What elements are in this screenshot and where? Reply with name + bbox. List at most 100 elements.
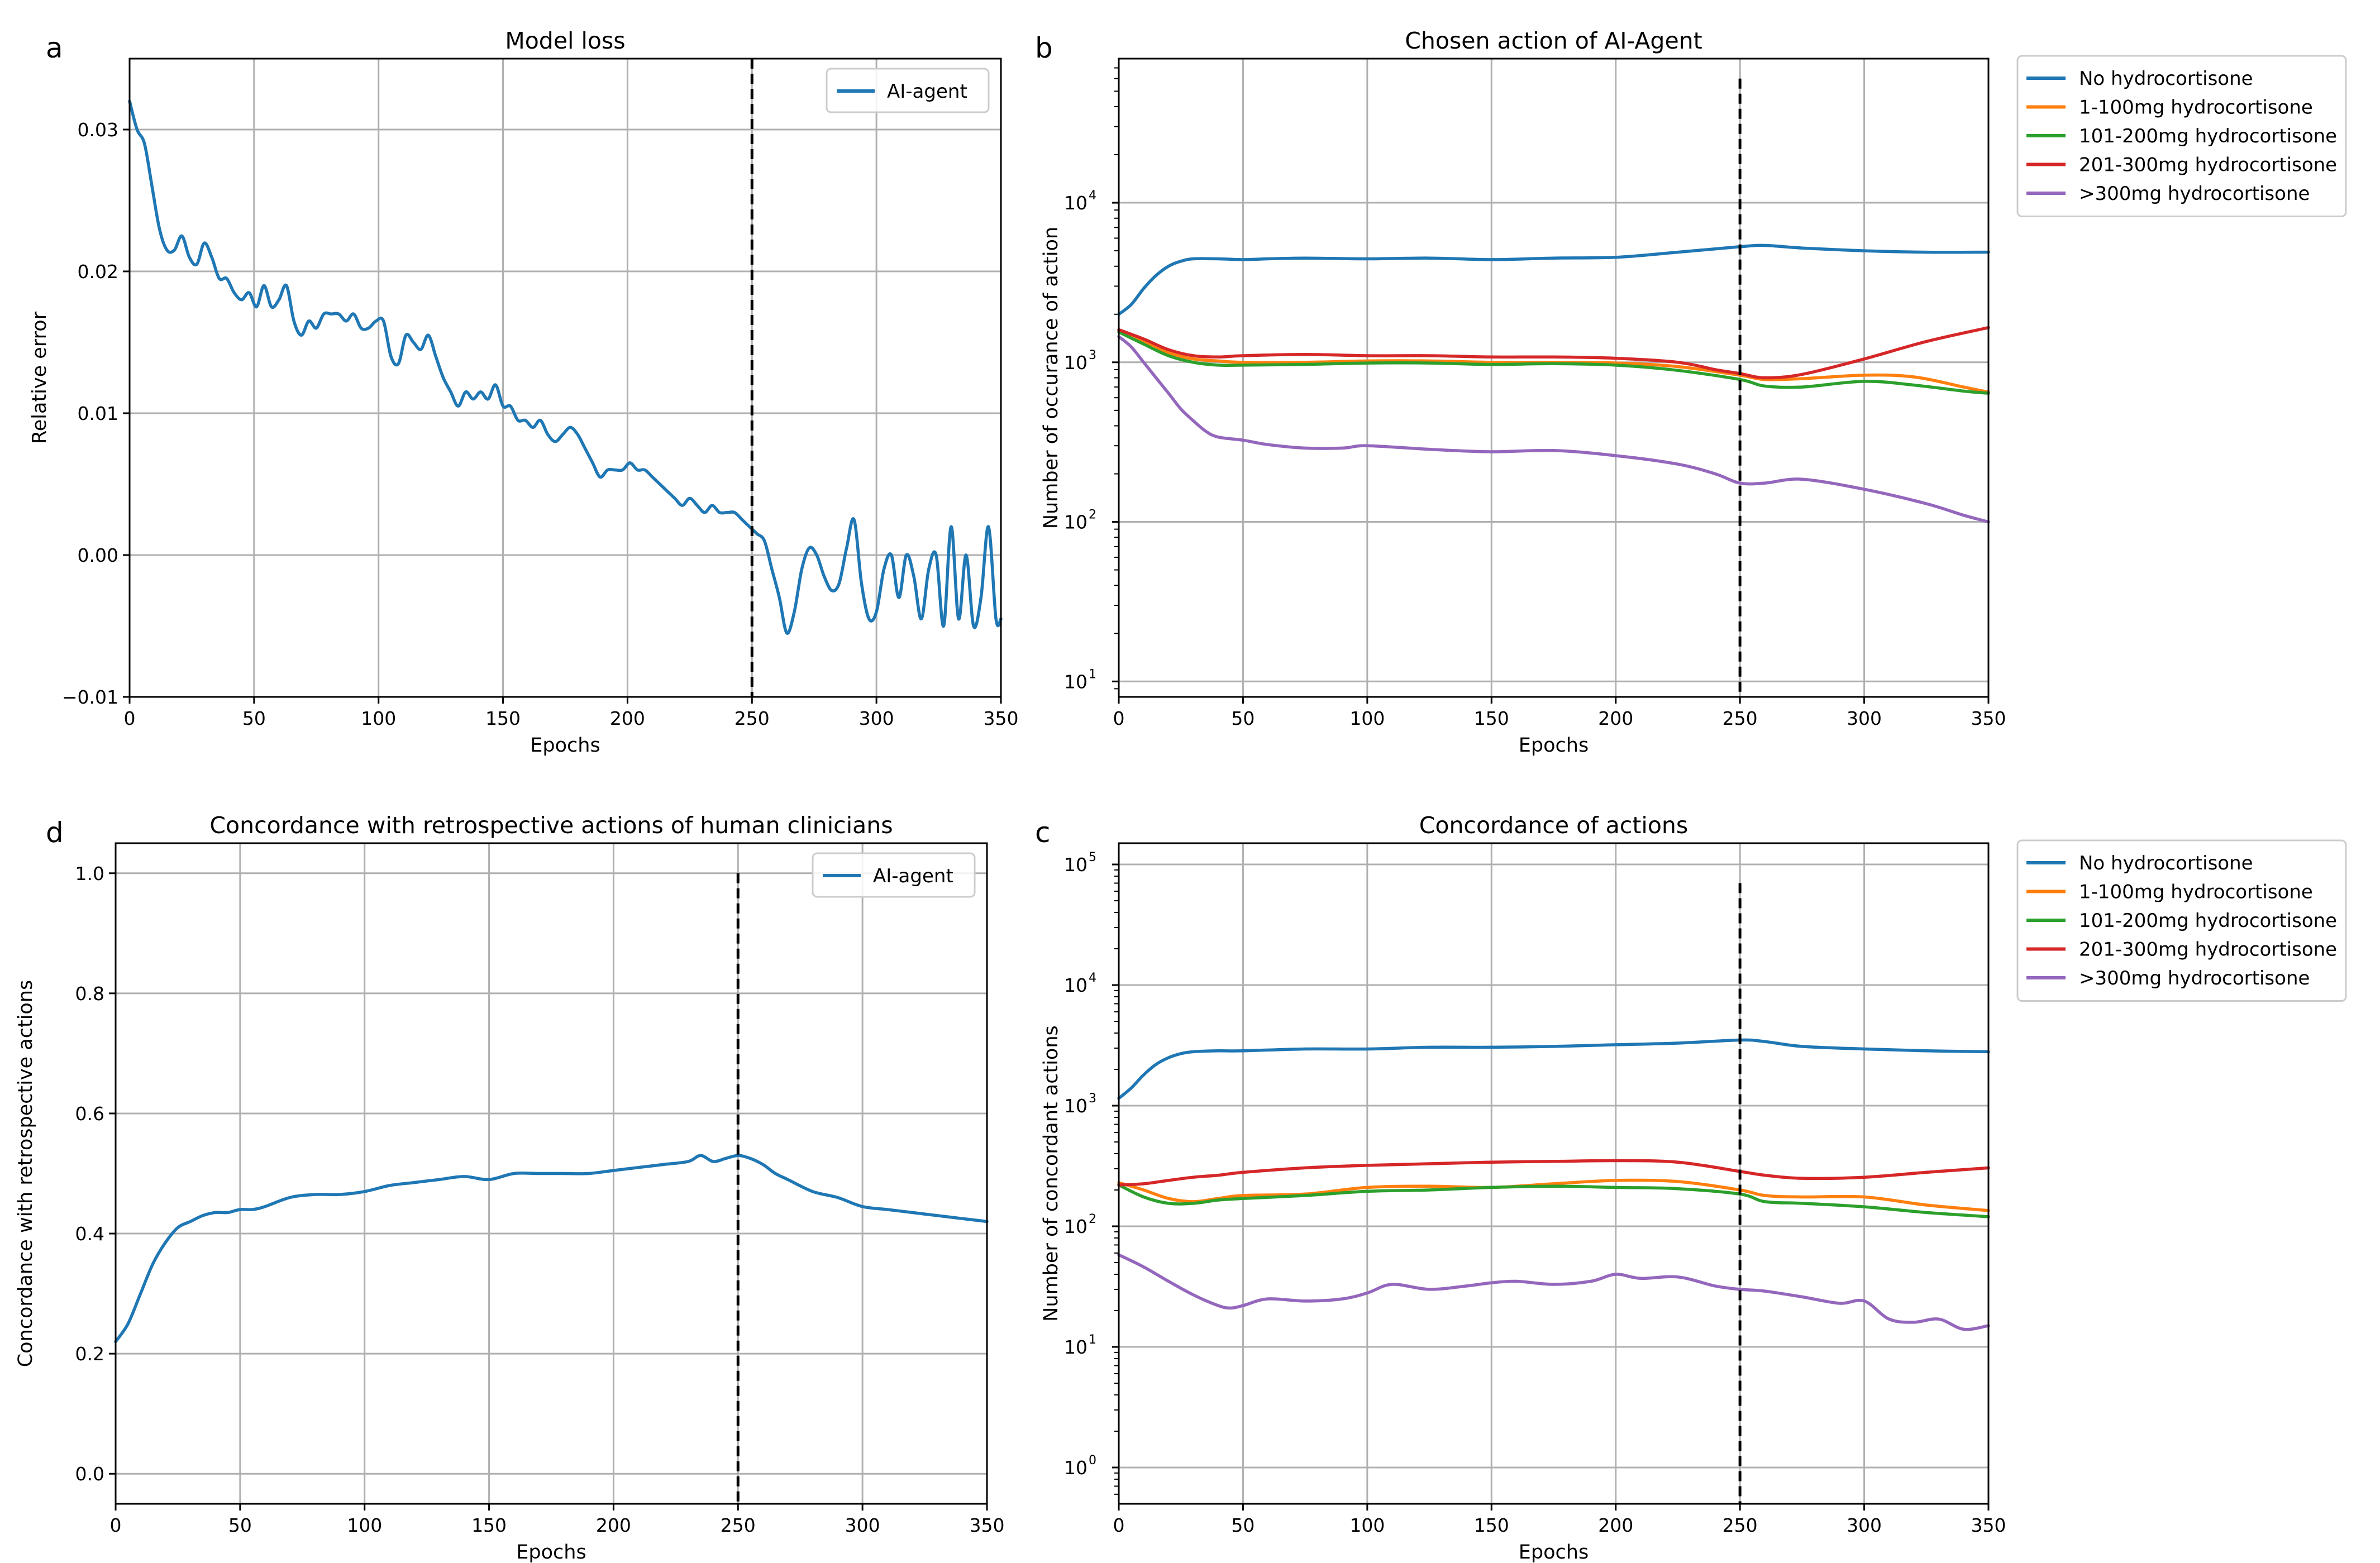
series-line-c-0 — [1117, 1038, 1990, 1100]
legend: No hydrocortisone 1-100mg hydrocortisone 1… — [2016, 839, 2347, 1002]
x-tick-label: 300 — [859, 708, 894, 729]
x-tick-label: 0 — [110, 1514, 122, 1536]
y-tick-label: 0.0 — [75, 1463, 104, 1485]
y-tick-label: 0.6 — [75, 1103, 104, 1125]
y-tick-label: 10 — [1064, 352, 1088, 374]
y-tick-exponent: 1 — [1089, 1333, 1096, 1347]
y-tick-exponent: 2 — [1089, 508, 1096, 522]
chart-title: Concordance with retrospective actions o… — [209, 812, 893, 839]
y-tick-exponent: 3 — [1089, 1092, 1096, 1106]
legend-label: >300mg hydrocortisone — [2079, 967, 2310, 990]
panel-a: 0 50 100 150 200 250 300 350 −0.01 0.00 0.01 0.02 0.… — [28, 27, 1019, 757]
legend-label: 1-100mg hydrocortisone — [2079, 881, 2313, 904]
legend-label: AI-agent — [873, 865, 953, 887]
y-axis-label: Number of occurance of action — [1040, 227, 1062, 529]
x-tick-label: 100 — [1349, 708, 1385, 729]
y-tick-label: 10 — [1064, 512, 1088, 533]
y-tick-exponent: 4 — [1089, 189, 1096, 203]
legend-label: 201-300mg hydrocortisone — [2079, 154, 2337, 176]
legend-label: 101-200mg hydrocortisone — [2079, 125, 2337, 147]
y-tick-label: 1.0 — [75, 863, 104, 885]
x-tick-label: 200 — [596, 1514, 631, 1536]
x-tick-label: 150 — [485, 708, 521, 729]
y-tick-label: 10 — [1064, 854, 1088, 876]
chart-title: Model loss — [505, 27, 625, 54]
y-tick-label: 0.4 — [75, 1223, 104, 1245]
panel-d: 0 50 100 150 200 250 300 350 0.0 0.2 0.4 0.6 0.8 1.0 C… — [15, 812, 1005, 1563]
y-tick-label: 10 — [1064, 671, 1088, 692]
x-tick-label: 100 — [347, 1514, 382, 1536]
y-axis-label: Concordance with retrospective actions — [15, 980, 37, 1368]
axes-frame — [1118, 58, 1990, 698]
chart-title: Chosen action of AI-Agent — [1405, 27, 1702, 54]
x-tick-label: 300 — [1847, 708, 1882, 729]
legend: AI-agent — [826, 68, 990, 113]
axes-frame — [128, 58, 1002, 698]
legend-label: >300mg hydrocortisone — [2079, 183, 2310, 205]
series-line-a-0 — [128, 99, 1003, 635]
legend-label: 201-300mg hydrocortisone — [2079, 939, 2337, 961]
x-axis-label: Epochs — [530, 734, 600, 757]
x-tick-label: 100 — [1349, 1514, 1385, 1536]
x-tick-label: 250 — [1723, 708, 1758, 729]
y-tick-exponent: 3 — [1089, 348, 1096, 362]
legend: AI-agent — [812, 852, 976, 898]
y-tick-label: 0.8 — [75, 983, 104, 1005]
x-tick-label: 50 — [1231, 1514, 1255, 1536]
legend-label: 1-100mg hydrocortisone — [2079, 97, 2313, 119]
x-tick-label: 300 — [1847, 1514, 1882, 1536]
axes-frame — [1118, 842, 1990, 1505]
y-tick-label: 10 — [1064, 1457, 1088, 1479]
legend-box — [2016, 55, 2347, 217]
series-line-b-3 — [1117, 326, 1990, 380]
x-tick-label: 250 — [1723, 1514, 1758, 1536]
legend-box — [812, 852, 976, 898]
series-line-c-2 — [1117, 1183, 1990, 1218]
panel-letter: c — [1035, 816, 1051, 849]
y-tick-exponent: 2 — [1089, 1212, 1096, 1226]
y-tick-exponent: 5 — [1089, 850, 1096, 864]
legend-box — [826, 68, 990, 113]
x-axis-label: Epochs — [1519, 734, 1589, 757]
y-axis-label: Number of concordant actions — [1040, 1025, 1062, 1322]
series-line-b-0 — [1117, 243, 1990, 316]
y-tick-label: 0.03 — [78, 119, 118, 141]
y-tick-exponent: 0 — [1089, 1454, 1096, 1468]
legend: No hydrocortisone 1-100mg hydrocortisone 1… — [2016, 55, 2347, 217]
x-tick-label: 200 — [1598, 1514, 1633, 1536]
x-tick-label: 350 — [1971, 708, 2006, 729]
x-tick-label: 50 — [1231, 708, 1255, 729]
x-tick-label: 350 — [984, 708, 1019, 729]
chart-title: Concordance of actions — [1419, 812, 1689, 839]
x-axis-label: Epochs — [516, 1541, 586, 1563]
panel-letter: d — [46, 816, 64, 849]
legend-label: No hydrocortisone — [2079, 68, 2253, 90]
y-tick-label: 0.01 — [78, 403, 118, 424]
series-line-d-0 — [114, 1154, 989, 1344]
y-tick-label: 10 — [1064, 1216, 1088, 1237]
legend-label: No hydrocortisone — [2079, 852, 2253, 874]
x-tick-label: 50 — [242, 708, 266, 729]
legend-label: 101-200mg hydrocortisone — [2079, 910, 2337, 932]
x-tick-label: 0 — [1113, 1514, 1125, 1536]
x-tick-label: 300 — [845, 1514, 880, 1536]
legend-label: AI-agent — [887, 80, 967, 103]
series-line-b-2 — [1117, 330, 1990, 395]
series-line-b-4 — [1117, 334, 1990, 524]
x-tick-label: 350 — [1971, 1514, 2006, 1536]
x-tick-label: 350 — [970, 1514, 1005, 1536]
x-tick-label: 50 — [228, 1514, 252, 1536]
y-tick-label: 10 — [1064, 192, 1088, 214]
y-tick-label: 10 — [1064, 1336, 1088, 1358]
panel-letter: b — [1035, 32, 1053, 64]
y-tick-label: 10 — [1064, 974, 1088, 996]
legend-box — [2016, 839, 2347, 1002]
x-tick-label: 100 — [361, 708, 396, 729]
y-tick-exponent: 4 — [1089, 971, 1096, 985]
x-tick-label: 150 — [1474, 708, 1509, 729]
x-axis-label: Epochs — [1519, 1541, 1589, 1563]
y-tick-label: 0.02 — [78, 261, 118, 283]
